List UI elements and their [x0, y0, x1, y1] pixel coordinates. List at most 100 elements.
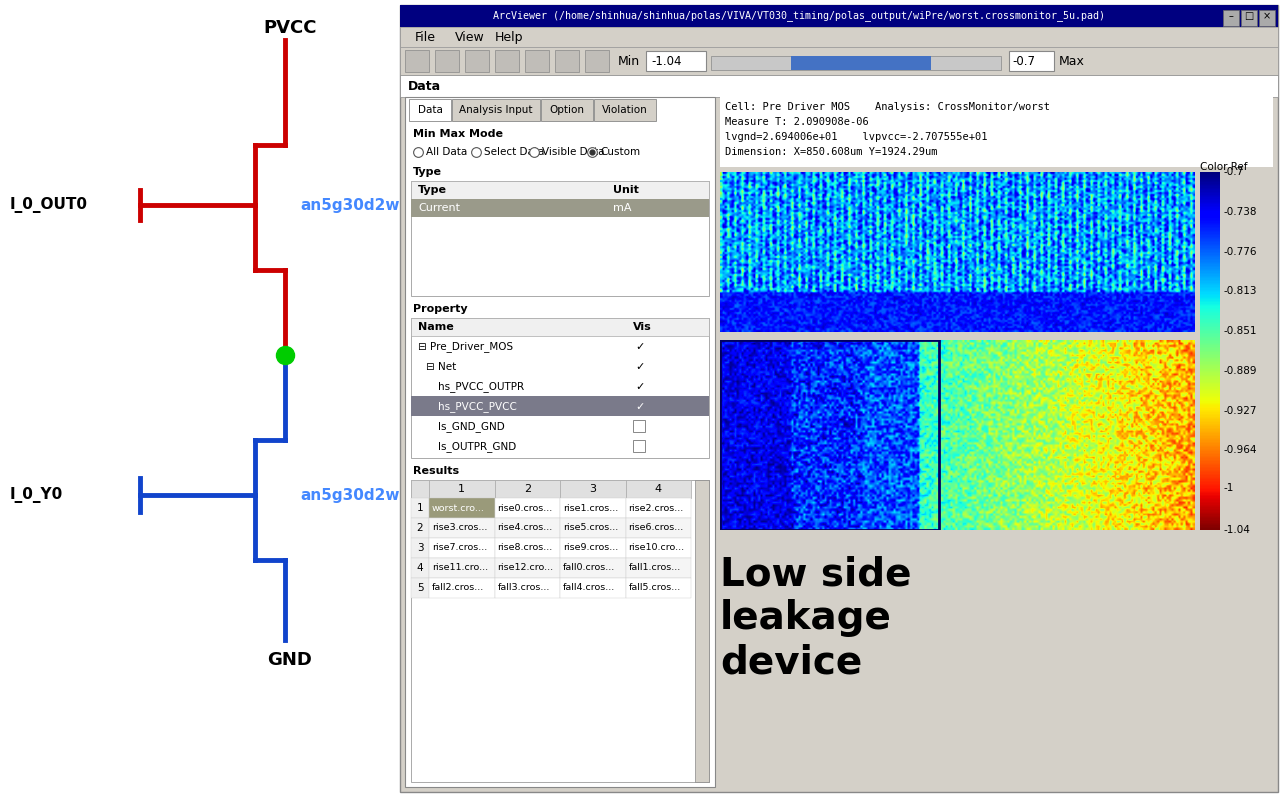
Bar: [429, 518, 494, 538]
Text: hs_PVCC_OUTPR: hs_PVCC_OUTPR: [438, 382, 524, 392]
Text: rise1.cros...: rise1.cros...: [563, 504, 618, 512]
Text: rise4.cros...: rise4.cros...: [498, 524, 553, 532]
Text: Measure T: 2.090908e-06: Measure T: 2.090908e-06: [724, 117, 869, 127]
Text: rise8.cros...: rise8.cros...: [498, 544, 553, 552]
Bar: [411, 480, 709, 782]
Bar: [561, 558, 626, 578]
Bar: [411, 181, 709, 296]
Bar: [494, 578, 561, 598]
Text: fall0.cros...: fall0.cros...: [563, 563, 616, 572]
Text: Select Data: Select Data: [484, 147, 544, 157]
Bar: [695, 480, 709, 782]
Text: ⊟ Pre_Driver_MOS: ⊟ Pre_Driver_MOS: [419, 342, 513, 352]
Text: 4: 4: [654, 484, 662, 494]
Text: Data: Data: [417, 105, 443, 115]
Text: -0.851: -0.851: [1224, 326, 1257, 336]
Text: I_0_Y0: I_0_Y0: [10, 487, 63, 503]
Text: rise3.cros...: rise3.cros...: [433, 524, 488, 532]
Text: Option: Option: [549, 105, 585, 115]
Text: lvgnd=2.694006e+01    lvpvcc=-2.707555e+01: lvgnd=2.694006e+01 lvpvcc=-2.707555e+01: [724, 132, 987, 142]
Text: ✓: ✓: [635, 342, 644, 352]
Bar: [399, 47, 1277, 75]
Bar: [429, 498, 494, 518]
Text: Color Ref: Color Ref: [1201, 162, 1248, 172]
Text: -1: -1: [1224, 483, 1234, 493]
Text: 1: 1: [417, 503, 424, 513]
Text: File: File: [415, 30, 436, 44]
Text: fall1.cros...: fall1.cros...: [628, 563, 681, 572]
Text: Min Max Mode: Min Max Mode: [413, 129, 503, 139]
Text: Max: Max: [1059, 54, 1085, 68]
Text: -1.04: -1.04: [1224, 525, 1251, 535]
Bar: [791, 56, 931, 70]
Text: rise7.cros...: rise7.cros...: [433, 544, 488, 552]
Bar: [541, 99, 593, 121]
Text: rise5.cros...: rise5.cros...: [563, 524, 618, 532]
Bar: [556, 50, 579, 72]
Bar: [561, 480, 626, 498]
Bar: [1222, 10, 1239, 26]
Text: Min: Min: [618, 54, 640, 68]
Text: Visible Data: Visible Data: [541, 147, 604, 157]
Text: Type: Type: [419, 185, 447, 195]
Text: Current: Current: [419, 203, 460, 213]
Bar: [634, 420, 645, 432]
Text: Is_OUTPR_GND: Is_OUTPR_GND: [438, 442, 516, 453]
Text: ✓: ✓: [635, 402, 644, 412]
Bar: [1242, 10, 1257, 26]
Bar: [399, 5, 1277, 792]
Bar: [626, 578, 691, 598]
Text: -1.04: -1.04: [652, 54, 681, 68]
Bar: [411, 396, 709, 416]
Bar: [561, 578, 626, 598]
Bar: [494, 518, 561, 538]
Text: Help: Help: [495, 30, 524, 44]
Text: ArcViewer (/home/shinhua/shinhua/polas/VIVA/VT030_timing/polas_output/wiPre/wors: ArcViewer (/home/shinhua/shinhua/polas/V…: [493, 10, 1105, 22]
Text: rise12.cro...: rise12.cro...: [498, 563, 554, 572]
Text: Low side
leakage
device: Low side leakage device: [719, 555, 911, 681]
Bar: [452, 99, 540, 121]
Text: -0.964: -0.964: [1224, 445, 1257, 455]
Bar: [429, 558, 494, 578]
Bar: [399, 5, 1277, 27]
Text: View: View: [454, 30, 485, 44]
Text: Violation: Violation: [602, 105, 648, 115]
Text: Type: Type: [413, 167, 442, 177]
Text: rise10.cro...: rise10.cro...: [628, 544, 685, 552]
Bar: [399, 27, 1277, 47]
Bar: [626, 480, 691, 498]
Bar: [404, 97, 716, 787]
Bar: [429, 480, 494, 498]
Bar: [561, 538, 626, 558]
Bar: [561, 518, 626, 538]
Text: All Data: All Data: [426, 147, 467, 157]
Text: rise11.cro...: rise11.cro...: [433, 563, 488, 572]
Text: 1: 1: [458, 484, 465, 494]
Bar: [1260, 10, 1275, 26]
Text: fall4.cros...: fall4.cros...: [563, 583, 616, 592]
Text: -0.738: -0.738: [1224, 207, 1257, 217]
Bar: [634, 440, 645, 452]
Text: Results: Results: [413, 466, 460, 476]
Bar: [626, 498, 691, 518]
Bar: [494, 558, 561, 578]
Text: ⊟ Net: ⊟ Net: [426, 362, 456, 372]
Bar: [646, 51, 707, 71]
Bar: [411, 199, 709, 217]
Bar: [719, 340, 938, 530]
Bar: [411, 538, 429, 558]
Text: rise6.cros...: rise6.cros...: [628, 524, 684, 532]
Text: an5g30d2w: an5g30d2w: [300, 198, 399, 213]
Bar: [411, 318, 709, 336]
Text: Property: Property: [413, 304, 467, 314]
Text: 3: 3: [589, 484, 596, 494]
Text: Name: Name: [419, 322, 453, 332]
Bar: [411, 318, 709, 458]
Text: 5: 5: [417, 583, 424, 593]
Bar: [410, 99, 451, 121]
Text: -0.7: -0.7: [1012, 54, 1036, 68]
Text: Custom: Custom: [600, 147, 640, 157]
Bar: [561, 498, 626, 518]
Bar: [411, 558, 429, 578]
Bar: [525, 50, 549, 72]
